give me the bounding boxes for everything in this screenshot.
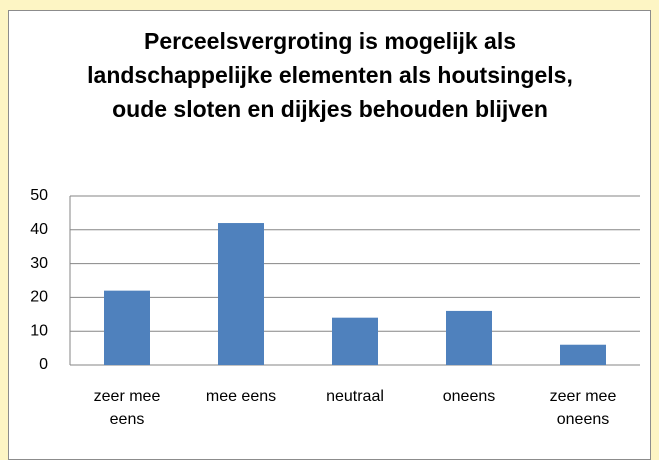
- x-tick-label: zeer mee eens: [93, 388, 161, 428]
- bar: [560, 344, 606, 365]
- x-tick-label: mee eens: [205, 388, 277, 405]
- bar: [218, 223, 264, 365]
- bar: [446, 310, 492, 365]
- x-tick-label: oneens: [442, 388, 496, 405]
- y-tick-label: 50: [30, 187, 48, 204]
- y-tick-label: 10: [30, 322, 48, 339]
- y-tick-label: 30: [30, 255, 48, 272]
- chart-panel: [8, 10, 651, 460]
- x-tick-label: neutraal: [326, 388, 384, 405]
- y-tick-label: 20: [30, 289, 48, 306]
- x-tick-label: zeer mee oneens: [549, 388, 617, 428]
- bar: [104, 290, 150, 365]
- y-tick-label: 40: [30, 221, 48, 238]
- chart-title: Perceelsvergroting is mogelijk als lands…: [87, 28, 573, 122]
- bar: [332, 317, 378, 365]
- y-tick-label: 0: [39, 356, 48, 373]
